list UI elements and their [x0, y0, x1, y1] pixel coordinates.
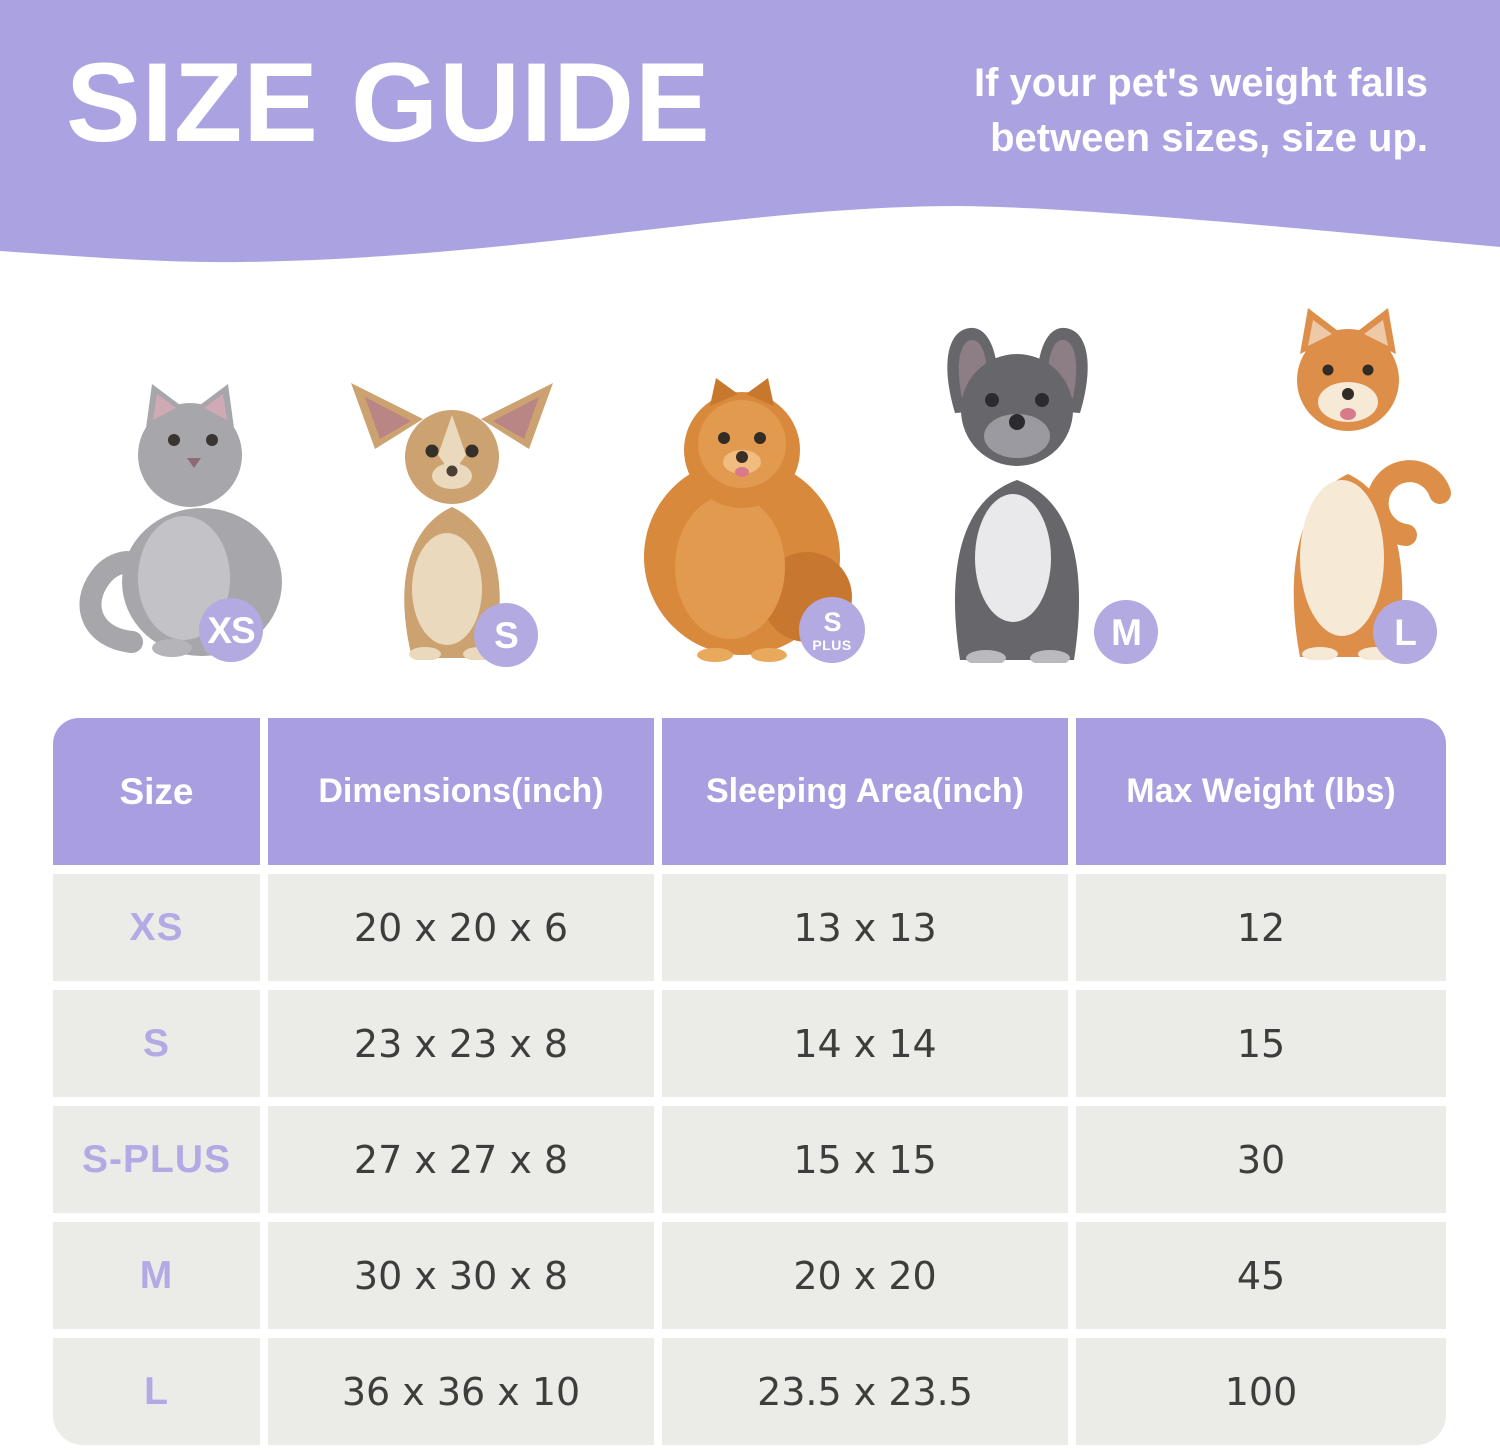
size-badge-s-plus-label: S — [823, 606, 841, 637]
cell-size-s: S — [53, 990, 260, 1097]
cell-size-l: L — [53, 1338, 260, 1445]
cell-dimensions-s: 23 x 23 x 8 — [268, 990, 654, 1097]
size-badge-s-plus-sublabel: PLUS — [812, 636, 852, 653]
cell-sleeping-area-xs: 13 x 13 — [662, 874, 1068, 981]
cell-dimensions-l: 36 x 36 x 10 — [268, 1338, 654, 1445]
column-header-size: Size — [53, 718, 260, 865]
cat-photo — [79, 384, 282, 657]
cell-size-m: M — [53, 1222, 260, 1329]
size-badge-m-label: M — [1111, 611, 1142, 653]
french-bulldog-photo — [947, 327, 1088, 663]
header-banner: SIZE GUIDE If your pet's weight falls be… — [0, 0, 1500, 272]
column-header-max-weight: Max Weight (lbs) — [1076, 718, 1446, 865]
size-badge-s-plus: S PLUS — [799, 597, 865, 663]
sizing-note-line1: If your pet's weight falls — [973, 61, 1428, 105]
chihuahua-photo — [351, 383, 553, 660]
cell-size-xs: XS — [53, 874, 260, 981]
size-table: Size Dimensions(inch) Sleeping Area(inch… — [53, 718, 1446, 1445]
banner-wave-shape — [0, 0, 1500, 263]
cell-max-weight-s-plus: 30 — [1076, 1106, 1446, 1213]
pet-shiba-inu — [1228, 300, 1468, 660]
size-badge-m: M — [1094, 600, 1158, 664]
sizing-note-line2: between sizes, size up. — [990, 116, 1428, 160]
cell-sleeping-area-s-plus: 15 x 15 — [662, 1106, 1068, 1213]
cell-size-s-plus: S-PLUS — [53, 1106, 260, 1213]
page-title: SIZE GUIDE — [66, 40, 711, 165]
size-badge-s: S — [474, 603, 538, 667]
size-badge-s-label: S — [494, 614, 519, 656]
cell-max-weight-xs: 12 — [1076, 874, 1446, 981]
cell-sleeping-area-l: 23.5 x 23.5 — [662, 1338, 1068, 1445]
cell-dimensions-m: 30 x 30 x 8 — [268, 1222, 654, 1329]
cell-dimensions-xs: 20 x 20 x 6 — [268, 874, 654, 981]
column-header-dimensions: Dimensions(inch) — [268, 718, 654, 865]
cell-sleeping-area-m: 20 x 20 — [662, 1222, 1068, 1329]
pet-cat — [72, 380, 322, 660]
column-header-sleeping-area: Sleeping Area(inch) — [662, 718, 1068, 865]
pet-french-bulldog — [900, 318, 1135, 663]
cell-max-weight-s: 15 — [1076, 990, 1446, 1097]
size-badge-l: L — [1373, 600, 1437, 664]
shiba-inu-photo — [1293, 308, 1451, 660]
sizing-note: If your pet's weight falls between sizes… — [974, 56, 1428, 166]
cell-max-weight-m: 45 — [1076, 1222, 1446, 1329]
size-badge-xs: XS — [199, 598, 263, 662]
cell-dimensions-s-plus: 27 x 27 x 8 — [268, 1106, 654, 1213]
size-badge-l-label: L — [1394, 611, 1417, 653]
pet-chihuahua — [335, 377, 565, 660]
cell-sleeping-area-s: 14 x 14 — [662, 990, 1068, 1097]
cell-max-weight-l: 100 — [1076, 1338, 1446, 1445]
size-badge-xs-label: XS — [207, 609, 255, 651]
